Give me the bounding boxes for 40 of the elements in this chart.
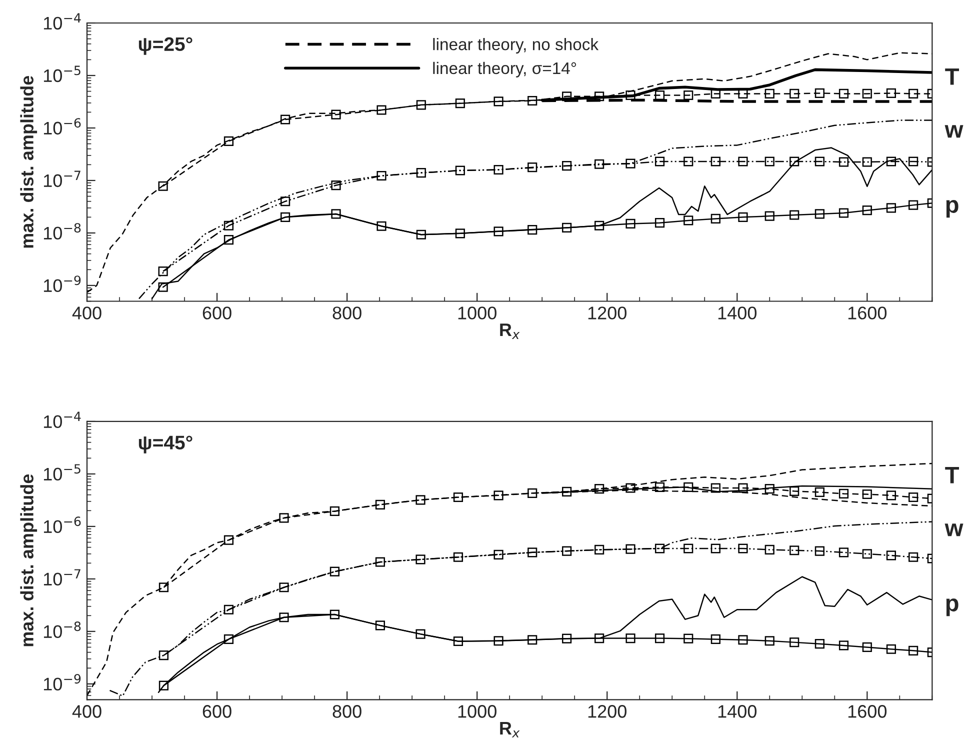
x-axis-title: R$_{x}$: [500, 324, 520, 339]
x-tick-label: 400: [72, 306, 102, 320]
x-tick-label: 600: [202, 306, 232, 320]
x-tick-label: 1400: [718, 705, 757, 718]
text: w: [944, 125, 964, 138]
text: p: [946, 200, 958, 218]
x-tick-label: 600: [202, 705, 232, 718]
text: linear theory, no shock: [433, 38, 599, 54]
annotation: ψ=45°: [138, 436, 192, 454]
x-tick-label: 400: [72, 705, 102, 718]
y-tick-label: 10$^{−6}$: [44, 118, 81, 135]
annotation: ψ=25°: [138, 37, 192, 55]
y-tick-label: 10$^{−7}$: [44, 170, 80, 188]
text: T: [945, 466, 960, 484]
y-tick-label: 10$^{−5}$: [44, 66, 80, 82]
y-tick-label: 10$^{−4}$: [44, 13, 81, 30]
x-tick-label: 800: [332, 306, 362, 320]
y-axis-title: max. dist. amplitude: [20, 76, 38, 248]
series-label: linear theory, σ=14°: [433, 62, 576, 78]
y-tick-label: 10$^{−4}$: [44, 412, 81, 428]
y-tick-label: 10$^{−6}$: [44, 516, 81, 534]
text: T: [945, 68, 960, 85]
x-tick-label: 800: [332, 705, 362, 718]
y-tick-label: 10$^{−9}$: [44, 674, 81, 690]
y-tick-label: 10$^{−5}$: [44, 464, 80, 481]
text: p: [946, 598, 958, 616]
x-tick-label: 1000: [458, 705, 496, 718]
text: w: [944, 524, 964, 536]
x-tick-label: 1600: [848, 705, 887, 718]
y-tick-label: 10$^{−9}$: [44, 276, 81, 292]
y-axis-title: max. dist. amplitude: [20, 474, 38, 646]
x-axis-title: R$_{x}$: [500, 722, 520, 738]
y-tick-label: 10$^{−8}$: [44, 223, 81, 240]
x-tick-label: 1200: [588, 705, 626, 718]
x-tick-label: 1000: [458, 306, 496, 320]
y-tick-label: 10$^{−7}$: [44, 569, 80, 586]
x-tick-label: 1600: [848, 306, 887, 320]
x-tick-label: 1400: [718, 306, 757, 320]
y-tick-label: 10$^{−8}$: [44, 622, 81, 638]
x-tick-label: 1200: [588, 306, 626, 320]
